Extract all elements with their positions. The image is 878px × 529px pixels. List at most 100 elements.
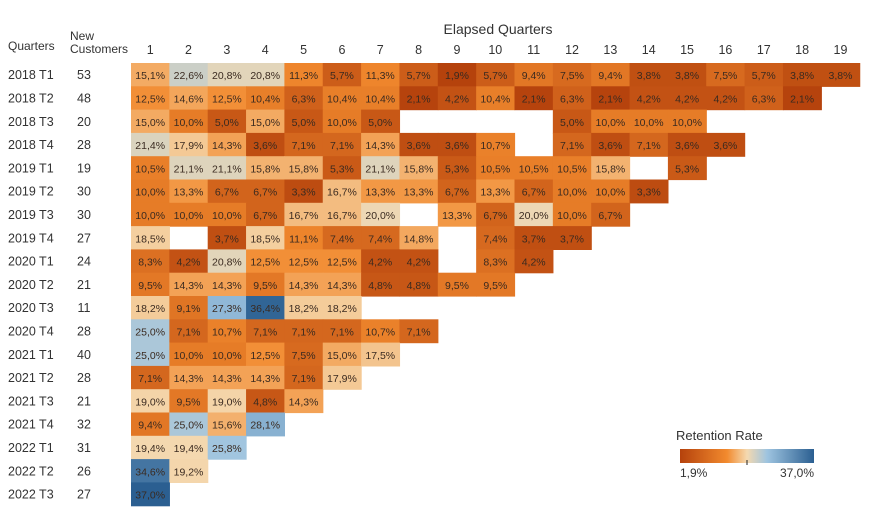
heatmap-cell bbox=[246, 179, 285, 204]
cell-value-label: 7,1% bbox=[560, 140, 584, 152]
heatmap-cell bbox=[169, 272, 209, 297]
row-label: 2022 T3 bbox=[8, 488, 54, 502]
new-customers-value: 11 bbox=[78, 301, 91, 315]
cell-value-label: 4,2% bbox=[675, 93, 699, 105]
heatmap-cell bbox=[169, 156, 209, 181]
cell-value-label: 17,9% bbox=[174, 140, 204, 152]
cell-value-label: 13,3% bbox=[442, 210, 472, 222]
cell-value-label: 14,3% bbox=[212, 140, 242, 152]
cell-value-label: 3,8% bbox=[637, 70, 661, 82]
cell-value-label: 7,5% bbox=[292, 350, 316, 362]
heatmap-cell bbox=[629, 179, 669, 204]
cell-value-label: 7,1% bbox=[292, 140, 316, 152]
heatmap-cell bbox=[399, 319, 439, 344]
cell-value-label: 17,5% bbox=[365, 350, 395, 362]
cell-value-label: 16,7% bbox=[327, 187, 357, 199]
heatmap-cell bbox=[284, 226, 324, 250]
heatmap-cell bbox=[629, 63, 669, 87]
cell-value-label: 4,2% bbox=[522, 257, 546, 269]
cell-value-label: 7,5% bbox=[560, 70, 584, 82]
heatmap-cell bbox=[322, 109, 362, 134]
heatmap-cell bbox=[322, 63, 362, 87]
cell-value-label: 2,1% bbox=[790, 93, 814, 105]
cell-value-label: 15,8% bbox=[595, 163, 625, 175]
heatmap-cell bbox=[514, 63, 554, 87]
cell-value-label: 3,6% bbox=[713, 140, 737, 152]
heatmap-cell bbox=[399, 249, 439, 274]
cell-value-label: 11,3% bbox=[366, 70, 395, 82]
heatmap-cell bbox=[207, 272, 247, 297]
cell-value-label: 5,0% bbox=[292, 117, 316, 129]
cell-value-label: 3,6% bbox=[253, 140, 277, 152]
heatmap-cell bbox=[591, 63, 631, 87]
heatmap-cell bbox=[207, 86, 247, 111]
cell-value-label: 18,2% bbox=[135, 303, 165, 315]
heatmap-cell bbox=[476, 226, 516, 250]
cell-value-label: 20,0% bbox=[365, 210, 395, 222]
cell-value-label: 7,1% bbox=[253, 326, 277, 338]
heatmap-cell bbox=[246, 202, 285, 227]
cell-value-label: 19,0% bbox=[135, 396, 165, 408]
heatmap-cell bbox=[514, 156, 554, 181]
cell-value-label: 22,6% bbox=[174, 70, 204, 82]
cell-value-label: 10,4% bbox=[250, 93, 280, 105]
heatmap-cell bbox=[284, 389, 324, 414]
heatmap-cell bbox=[246, 249, 285, 274]
heatmap-cell bbox=[629, 86, 669, 111]
row-label: 2020 T1 bbox=[8, 255, 54, 269]
column-header: 4 bbox=[262, 43, 269, 57]
heatmap-cell bbox=[131, 482, 170, 507]
heatmap-cell bbox=[207, 296, 247, 320]
heatmap-cell bbox=[399, 272, 439, 297]
heatmap-cell bbox=[476, 179, 516, 204]
cell-value-label: 15,0% bbox=[250, 117, 280, 129]
cell-value-label: 3,6% bbox=[675, 140, 699, 152]
heatmap-cell bbox=[361, 109, 401, 134]
cell-value-label: 19,0% bbox=[212, 396, 242, 408]
cell-value-label: 13,3% bbox=[404, 187, 434, 199]
column-headers: 1 2 3 4 5 6 7 8 9 10 11 12 13 14 15 16 17 18 19 bbox=[147, 43, 848, 57]
cell-value-label: 9,1% bbox=[177, 303, 201, 315]
cell-value-label: 7,1% bbox=[177, 326, 201, 338]
heatmap-cell bbox=[246, 296, 285, 320]
cell-value-label: 34,6% bbox=[135, 466, 165, 478]
cell-value-label: 3,6% bbox=[407, 140, 431, 152]
cell-value-label: 3,6% bbox=[445, 140, 469, 152]
cell-value-label: 9,4% bbox=[138, 420, 162, 432]
cell-value-label: 7,4% bbox=[483, 233, 507, 245]
cell-value-label: 3,7% bbox=[215, 233, 239, 245]
heatmap-cell bbox=[169, 86, 209, 111]
cell-value-label: 7,4% bbox=[368, 233, 392, 245]
heatmap-cell bbox=[284, 272, 324, 297]
cell-value-label: 7,1% bbox=[330, 326, 354, 338]
heatmap-cell bbox=[284, 86, 324, 111]
row-label: 2019 T3 bbox=[8, 208, 54, 222]
heatmap-cell bbox=[131, 156, 170, 181]
cell-value-label: 9,4% bbox=[598, 70, 622, 82]
column-header: 1 bbox=[147, 43, 154, 57]
legend-title: Retention Rate bbox=[676, 428, 763, 443]
column-header: 13 bbox=[603, 43, 617, 57]
cell-value-label: 10,7% bbox=[480, 140, 510, 152]
cell-value-label: 3,7% bbox=[560, 233, 584, 245]
cell-value-label: 7,1% bbox=[138, 373, 162, 385]
heatmap-cell bbox=[207, 342, 247, 367]
cell-value-label: 13,3% bbox=[365, 187, 395, 199]
heatmap-cell bbox=[744, 86, 784, 111]
cell-value-label: 9,5% bbox=[138, 280, 162, 292]
cell-value-label: 15,6% bbox=[212, 420, 242, 432]
heatmap-cell bbox=[552, 109, 592, 134]
column-header: 12 bbox=[565, 43, 579, 57]
heatmap-cell bbox=[207, 156, 247, 181]
heatmap-cell bbox=[169, 63, 209, 87]
heatmap-cell bbox=[284, 179, 324, 204]
heatmap-cell bbox=[361, 272, 401, 297]
heatmap-cell bbox=[131, 459, 170, 483]
heatmap-cell bbox=[514, 179, 554, 204]
cell-value-label: 4,2% bbox=[177, 257, 201, 269]
new-customers-value: 40 bbox=[77, 348, 91, 362]
heatmap-cell bbox=[821, 63, 861, 87]
heatmap-cell bbox=[437, 156, 477, 181]
cell-value-label: 10,0% bbox=[557, 210, 587, 222]
cell-value-label: 10,0% bbox=[212, 350, 242, 362]
